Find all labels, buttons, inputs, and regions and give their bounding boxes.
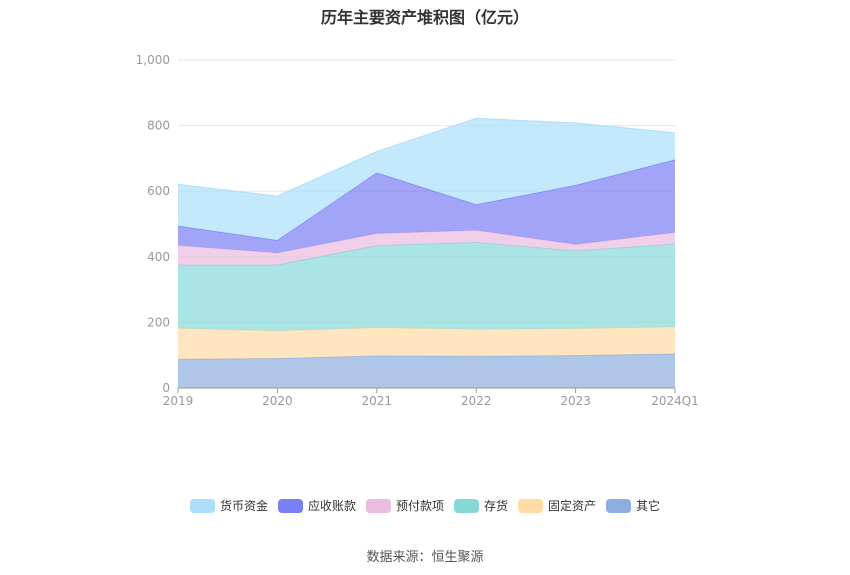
legend-item[interactable]: 固定资产 bbox=[518, 497, 596, 514]
x-tick-label: 2020 bbox=[262, 394, 293, 408]
y-tick-label: 0 bbox=[162, 381, 170, 395]
legend-item[interactable]: 应收账款 bbox=[277, 497, 356, 514]
area-series-货币资金 bbox=[178, 118, 675, 241]
chart-title: 历年主要资产堆积图（亿元） bbox=[320, 8, 529, 27]
legend-swatch bbox=[454, 498, 479, 513]
area-series-预付款项 bbox=[178, 230, 675, 265]
legend-label: 货币资金 bbox=[219, 499, 268, 513]
legend-swatch bbox=[518, 498, 544, 513]
area-series-固定资产 bbox=[178, 326, 675, 360]
stacked-area-chart: 0 200 400 600 800 1,000 2019 2020 2021 2022 2023 20… bbox=[136, 53, 699, 408]
legend-item[interactable]: 货币资金 bbox=[189, 497, 268, 514]
legend-item[interactable]: 存货 bbox=[454, 497, 508, 514]
legend-item[interactable]: 其它 bbox=[606, 497, 660, 514]
legend-label: 应收账款 bbox=[307, 499, 356, 513]
y-tick-label: 800 bbox=[147, 119, 170, 133]
y-tick-label: 400 bbox=[147, 250, 170, 264]
y-tick-label: 200 bbox=[147, 315, 170, 329]
data-source-note: 数据来源：恒生聚源 bbox=[366, 550, 484, 565]
legend-label: 预付款项 bbox=[395, 499, 444, 513]
y-tick-label: 1,000 bbox=[136, 53, 170, 67]
legend-item[interactable]: 预付款项 bbox=[365, 497, 444, 514]
x-tick-label: 2024Q1 bbox=[651, 394, 699, 408]
x-tick-label: 2022 bbox=[461, 394, 492, 408]
area-series-应收账款 bbox=[178, 159, 675, 253]
legend-swatch bbox=[277, 498, 303, 513]
legend-swatch bbox=[365, 498, 391, 513]
legend-swatch bbox=[189, 498, 215, 513]
legend-label: 存货 bbox=[484, 499, 509, 513]
x-tick-label: 2019 bbox=[163, 394, 194, 408]
y-tick-label: 600 bbox=[147, 184, 170, 198]
legend-swatch bbox=[606, 498, 632, 513]
x-tick-label: 2023 bbox=[560, 394, 591, 408]
x-tick-label: 2021 bbox=[362, 394, 393, 408]
area-series-其它 bbox=[178, 353, 675, 388]
legend-label: 其它 bbox=[636, 499, 661, 513]
chart-legend: 货币资金 应收账款 预付款项 存货 固定资产 其它 bbox=[0, 497, 850, 514]
area-line-货币资金 bbox=[177, 117, 676, 197]
area-series-存货 bbox=[178, 242, 675, 331]
legend-label: 固定资产 bbox=[548, 499, 597, 513]
